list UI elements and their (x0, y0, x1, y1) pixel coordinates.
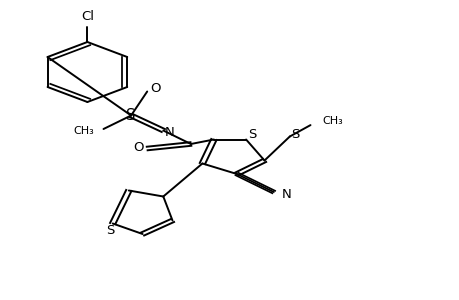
Text: O: O (134, 141, 144, 154)
Text: N: N (281, 188, 291, 202)
Text: CH₃: CH₃ (321, 116, 342, 127)
Text: S: S (247, 128, 256, 142)
Text: O: O (150, 82, 160, 95)
Text: N: N (164, 125, 174, 139)
Text: S: S (106, 224, 114, 238)
Text: CH₃: CH₃ (73, 126, 94, 136)
Text: S: S (291, 128, 299, 142)
Text: S: S (126, 108, 135, 123)
Text: Cl: Cl (81, 10, 94, 23)
